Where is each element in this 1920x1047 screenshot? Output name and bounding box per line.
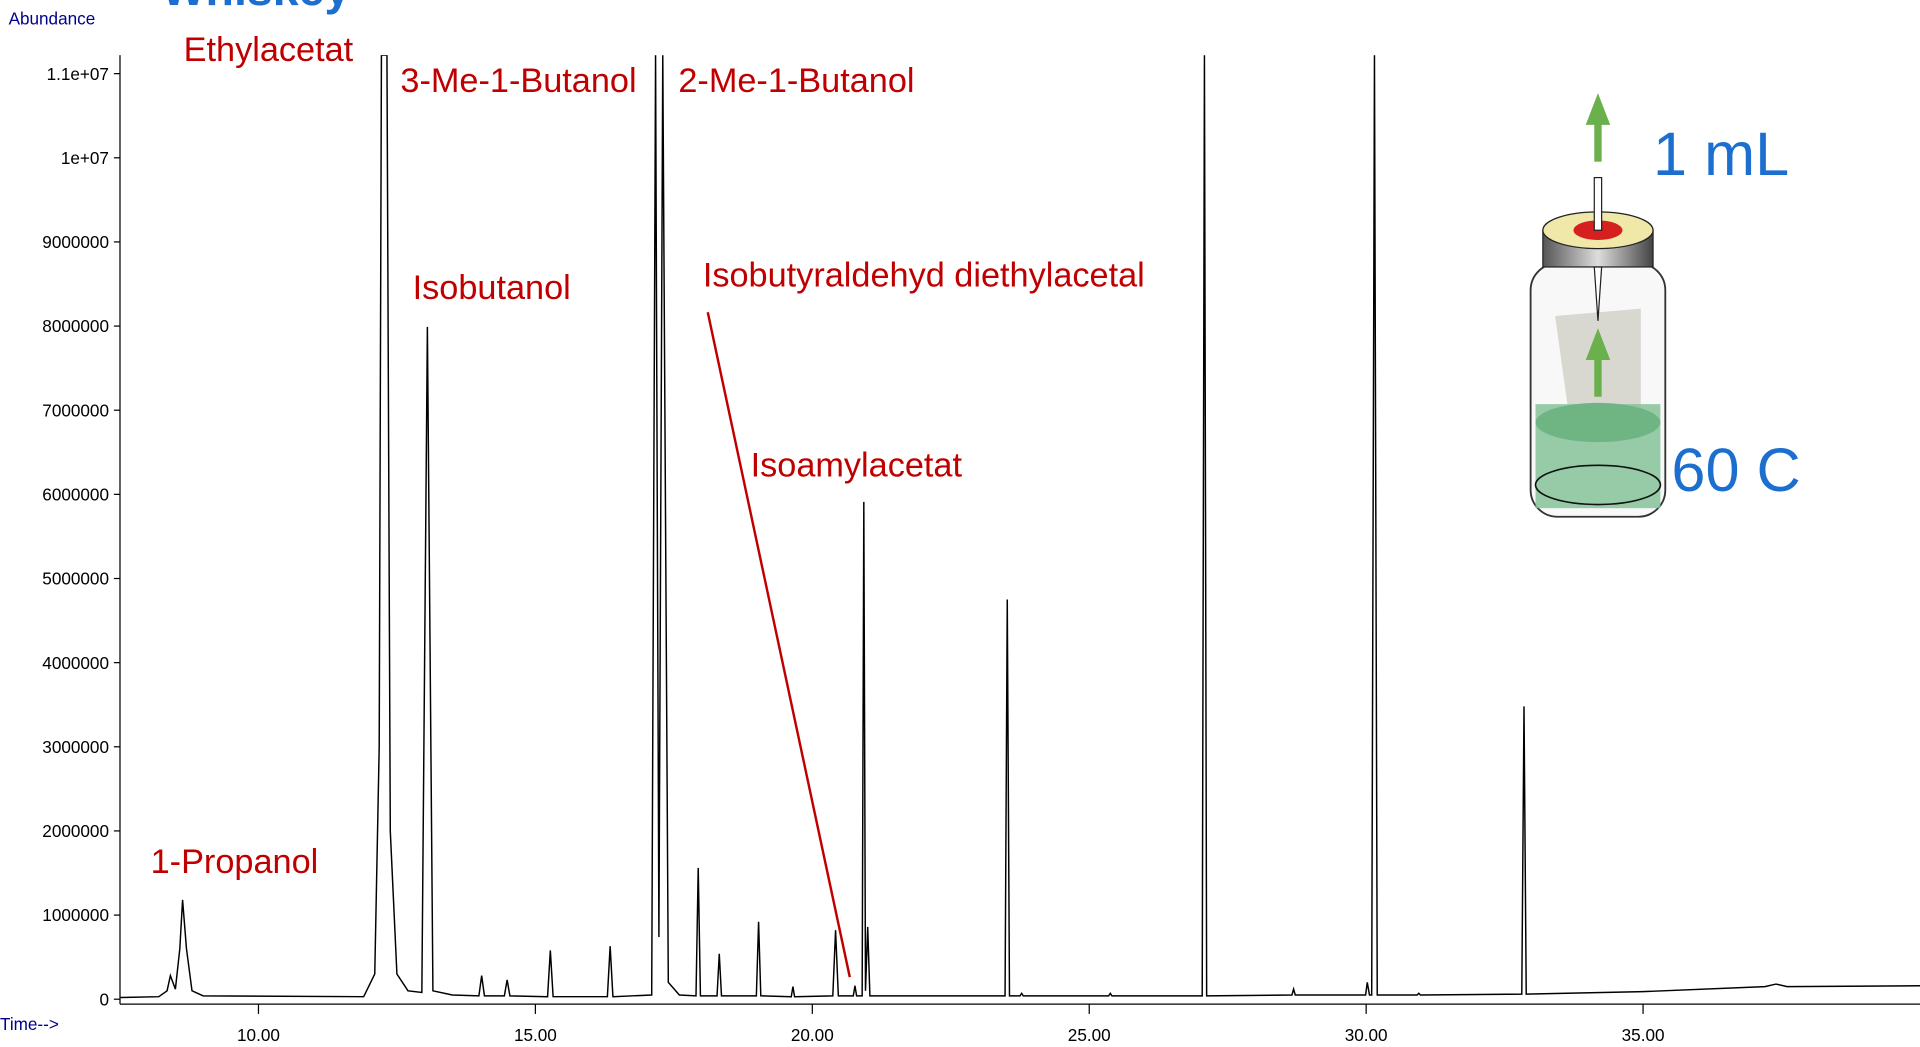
x-tick-label: 30.00 [1345, 1025, 1388, 1045]
y-tick-label: 6000000 [42, 484, 109, 504]
y-axis-label: Abundance [9, 9, 96, 29]
vial-icon [1529, 93, 1667, 518]
x-tick-label: 20.00 [791, 1025, 834, 1045]
vial-label: 1 mL [1653, 120, 1789, 188]
y-tick-label: 5000000 [42, 569, 109, 589]
y-tick-label: 9000000 [42, 232, 109, 252]
y-tick-label: 1.1e+07 [47, 64, 109, 84]
y-tick-label: 3000000 [42, 737, 109, 757]
y-tick-label: 7000000 [42, 400, 109, 420]
annotation-pointer [706, 312, 851, 978]
x-axis-label: Time--> [0, 1014, 59, 1034]
vial-label: 60 C [1671, 436, 1800, 504]
y-tick-label: 4000000 [42, 653, 109, 673]
annotation: Isobutanol [413, 269, 571, 307]
x-tick-label: 15.00 [514, 1025, 557, 1045]
annotation: Ethylacetat [184, 31, 354, 69]
plot-area [120, 55, 1920, 999]
x-tick-label: 35.00 [1622, 1025, 1665, 1045]
annotation: Isoamylacetat [751, 446, 963, 484]
annotation: 1-Propanol [151, 843, 319, 881]
y-tick-label: 0 [99, 989, 109, 1009]
y-tick-label: 2000000 [42, 821, 109, 841]
y-tick-label: 8000000 [42, 316, 109, 336]
chart-title: Whiskey [162, 0, 351, 15]
annotation: Isobutyraldehyd diethylacetal [703, 257, 1145, 295]
x-tick-label: 10.00 [237, 1025, 280, 1045]
y-tick-label: 1e+07 [61, 148, 109, 168]
chromatogram-line [120, 55, 1920, 999]
y-tick-label: 1000000 [42, 905, 109, 925]
annotation: 2-Me-1-Butanol [678, 62, 914, 100]
x-tick-label: 25.00 [1068, 1025, 1111, 1045]
annotation: 3-Me-1-Butanol [400, 62, 636, 100]
